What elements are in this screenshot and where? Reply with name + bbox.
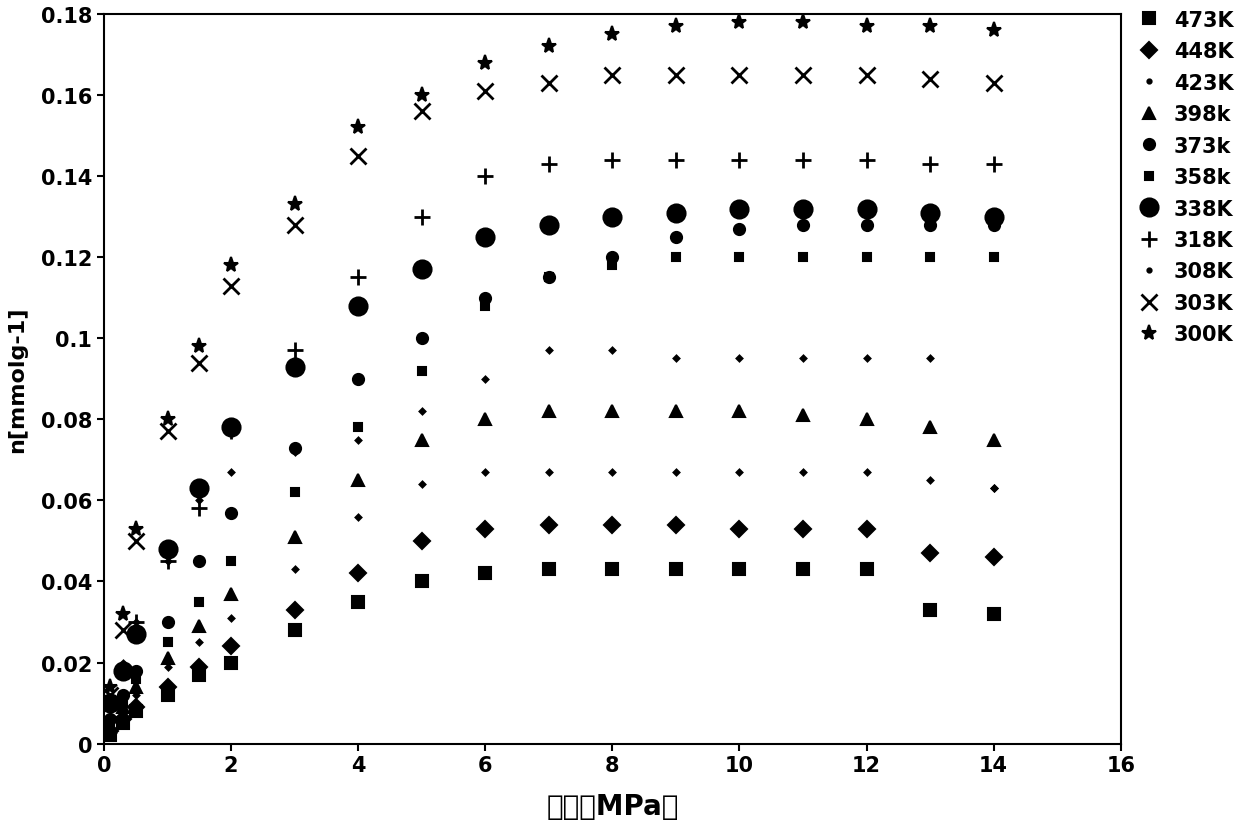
Legend: 473K, 448K, 423K, 398k, 373k, 358k, 338K, 318K, 308K, 303K, 300K: 473K, 448K, 423K, 398k, 373k, 358k, 338K… (1136, 11, 1234, 345)
X-axis label: 压力（MPa）: 压力（MPa） (546, 792, 678, 820)
Y-axis label: n[mmolg-1]: n[mmolg-1] (7, 306, 27, 452)
